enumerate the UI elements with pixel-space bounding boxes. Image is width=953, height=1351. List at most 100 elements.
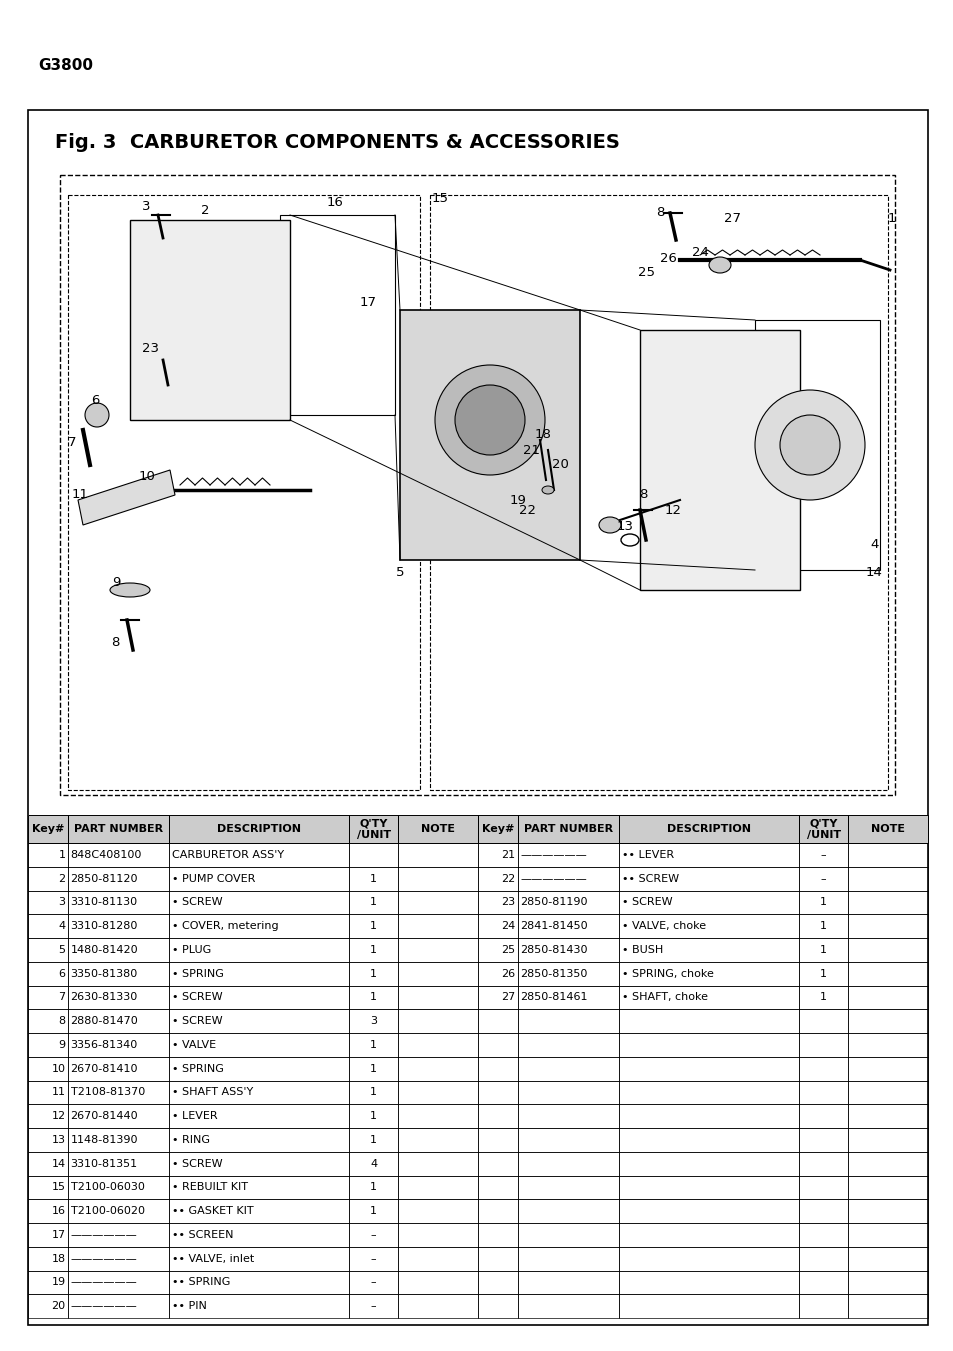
Bar bbox=[28, 1104, 68, 1128]
Text: 26: 26 bbox=[659, 251, 676, 265]
Text: • VALVE, choke: • VALVE, choke bbox=[621, 921, 705, 931]
Bar bbox=[169, 1294, 349, 1319]
Text: 23: 23 bbox=[142, 342, 159, 354]
Bar bbox=[349, 1200, 398, 1223]
Text: 1: 1 bbox=[58, 850, 66, 859]
Bar bbox=[349, 815, 398, 843]
Bar bbox=[169, 1223, 349, 1247]
Bar bbox=[847, 1128, 927, 1152]
Bar bbox=[618, 1270, 798, 1294]
Text: •• PIN: •• PIN bbox=[172, 1301, 207, 1310]
Polygon shape bbox=[399, 309, 579, 561]
Bar bbox=[517, 1104, 618, 1128]
Bar bbox=[68, 1056, 169, 1081]
Bar bbox=[169, 890, 349, 915]
Text: T2108-81370: T2108-81370 bbox=[71, 1088, 145, 1097]
Bar bbox=[798, 1034, 847, 1056]
Text: 14: 14 bbox=[51, 1159, 66, 1169]
Bar bbox=[398, 1175, 477, 1200]
Text: T2100-06020: T2100-06020 bbox=[71, 1206, 145, 1216]
Bar bbox=[398, 962, 477, 985]
Text: 1: 1 bbox=[370, 874, 376, 884]
Text: • SHAFT, choke: • SHAFT, choke bbox=[621, 993, 707, 1002]
Bar bbox=[798, 1200, 847, 1223]
Text: 21: 21 bbox=[501, 850, 515, 859]
Bar bbox=[169, 1104, 349, 1128]
Text: 1: 1 bbox=[820, 944, 826, 955]
Text: T2100-06030: T2100-06030 bbox=[71, 1182, 144, 1193]
Text: 1: 1 bbox=[820, 921, 826, 931]
Bar bbox=[68, 815, 169, 843]
Bar bbox=[847, 1200, 927, 1223]
Bar bbox=[847, 843, 927, 867]
Bar bbox=[798, 1128, 847, 1152]
Text: 3310-81351: 3310-81351 bbox=[71, 1159, 137, 1169]
Bar bbox=[517, 815, 618, 843]
Text: • SCREW: • SCREW bbox=[172, 1159, 222, 1169]
Bar bbox=[68, 1009, 169, 1034]
Text: NOTE: NOTE bbox=[420, 824, 455, 834]
Bar bbox=[847, 1247, 927, 1270]
Bar bbox=[517, 867, 618, 890]
Text: 24: 24 bbox=[501, 921, 515, 931]
Bar bbox=[798, 815, 847, 843]
Text: • SPRING, choke: • SPRING, choke bbox=[621, 969, 713, 978]
Text: 2670-81440: 2670-81440 bbox=[71, 1111, 138, 1121]
Text: 22: 22 bbox=[519, 504, 536, 516]
Bar bbox=[798, 890, 847, 915]
Bar bbox=[517, 1175, 618, 1200]
Bar bbox=[398, 1081, 477, 1104]
Bar bbox=[28, 915, 68, 938]
Text: 14: 14 bbox=[864, 566, 882, 578]
Text: • BUSH: • BUSH bbox=[621, 944, 662, 955]
Bar bbox=[847, 815, 927, 843]
Text: 1148-81390: 1148-81390 bbox=[71, 1135, 138, 1144]
Polygon shape bbox=[639, 330, 800, 590]
Bar bbox=[517, 1152, 618, 1175]
Text: –: – bbox=[820, 850, 825, 859]
Text: 2850-81350: 2850-81350 bbox=[520, 969, 587, 978]
Text: PART NUMBER: PART NUMBER bbox=[73, 824, 163, 834]
Polygon shape bbox=[280, 215, 395, 415]
Text: 1: 1 bbox=[370, 1182, 376, 1193]
Bar bbox=[169, 1270, 349, 1294]
Bar bbox=[349, 1056, 398, 1081]
Text: • SCREW: • SCREW bbox=[172, 993, 222, 1002]
Bar bbox=[517, 1294, 618, 1319]
Text: 16: 16 bbox=[326, 196, 343, 208]
Bar bbox=[398, 890, 477, 915]
Text: • SHAFT ASS'Y: • SHAFT ASS'Y bbox=[172, 1088, 253, 1097]
Bar bbox=[349, 843, 398, 867]
Bar bbox=[349, 1175, 398, 1200]
Ellipse shape bbox=[598, 517, 620, 534]
Text: 12: 12 bbox=[51, 1111, 66, 1121]
Bar bbox=[517, 1200, 618, 1223]
Text: 4: 4 bbox=[370, 1159, 376, 1169]
Bar bbox=[398, 815, 477, 843]
Bar bbox=[618, 1056, 798, 1081]
Text: • SCREW: • SCREW bbox=[172, 897, 222, 908]
Bar bbox=[398, 938, 477, 962]
Text: 3: 3 bbox=[58, 897, 66, 908]
Ellipse shape bbox=[541, 486, 554, 494]
Text: 8: 8 bbox=[639, 489, 646, 501]
Bar bbox=[477, 1270, 517, 1294]
Text: 11: 11 bbox=[71, 489, 89, 501]
Bar bbox=[68, 1223, 169, 1247]
Bar bbox=[169, 1247, 349, 1270]
Bar bbox=[398, 1034, 477, 1056]
Bar bbox=[169, 1200, 349, 1223]
Text: 2630-81330: 2630-81330 bbox=[71, 993, 137, 1002]
Bar bbox=[477, 985, 517, 1009]
Text: 7: 7 bbox=[68, 436, 76, 450]
Bar bbox=[847, 938, 927, 962]
Bar bbox=[28, 1128, 68, 1152]
Text: 15: 15 bbox=[51, 1182, 66, 1193]
Text: • REBUILT KIT: • REBUILT KIT bbox=[172, 1182, 248, 1193]
Bar bbox=[517, 890, 618, 915]
Text: 848C408100: 848C408100 bbox=[71, 850, 142, 859]
Bar bbox=[517, 1009, 618, 1034]
Bar bbox=[28, 938, 68, 962]
Text: 1: 1 bbox=[370, 897, 376, 908]
Text: 27: 27 bbox=[501, 993, 515, 1002]
